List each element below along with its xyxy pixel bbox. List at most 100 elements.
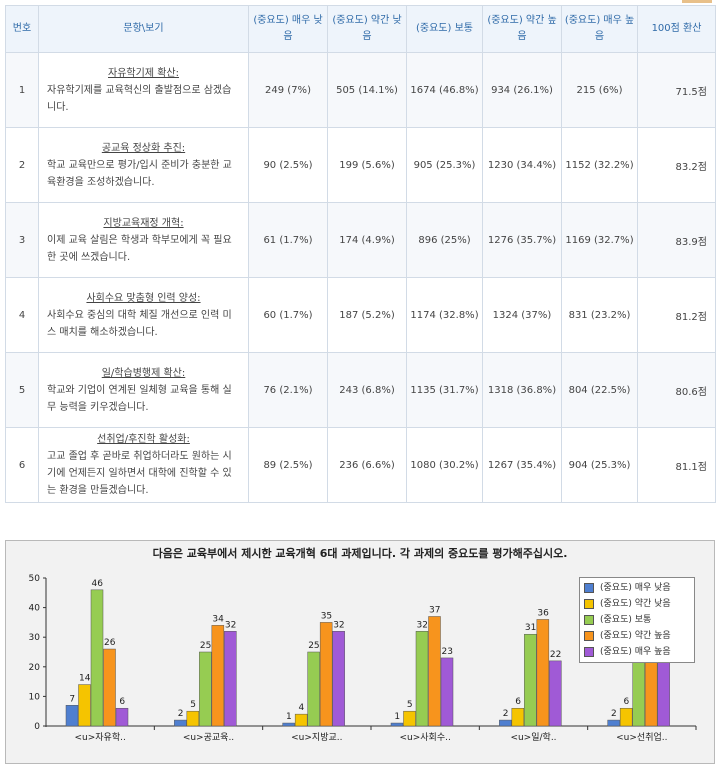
cell-high: 1318 (36.8%): [482, 352, 562, 428]
bar: [536, 619, 550, 727]
row-desc: 고교 졸업 후 곧바로 취업하더라도 원하는 시기에 언제든지 일하면서 대학에…: [47, 451, 232, 496]
data-label: 35: [321, 611, 332, 621]
data-label: 4: [299, 703, 305, 713]
table-row: 5 일/학습병행제 확산: 학교와 기업이 연계된 일체형 교육을 통해 실무 능…: [5, 352, 716, 428]
data-label: 37: [429, 605, 440, 615]
x-tick-label: <u>공교육..: [183, 732, 234, 743]
toolbar-icon[interactable]: [682, 0, 712, 3]
row-item: 일/학습병행제 확산: 학교와 기업이 연계된 일체형 교육을 통해 실무 능력을…: [38, 352, 249, 428]
legend-swatch: [584, 598, 594, 609]
data-label: 7: [69, 694, 75, 704]
bar: [415, 631, 429, 727]
x-tick-label: <u>일/학..: [510, 732, 556, 743]
bar: [511, 707, 525, 727]
bar-chart: 0102030405071446266<u>자유학..25253432<u>공교…: [29, 574, 697, 743]
legend-label: (중요도) 매우 높음: [600, 647, 671, 657]
y-tick-label: 30: [29, 633, 41, 643]
row-number: 6: [5, 427, 39, 503]
data-label: 5: [407, 700, 413, 710]
cell-very-low: 76 (2.1%): [248, 352, 328, 428]
cell-normal: 1674 (46.8%): [406, 52, 483, 128]
table-row: 1 자유학기제 확산: 자유학기제를 교육혁신의 출발점으로 삼겠습니다. 249…: [5, 52, 716, 128]
cell-high: 1267 (35.4%): [482, 427, 562, 503]
cell-very-high: 215 (6%): [561, 52, 638, 128]
header-high: (중요도) 약간 높음: [482, 5, 562, 53]
data-label: 31: [525, 623, 536, 633]
row-title[interactable]: 공교육 정상화 추진:: [101, 142, 186, 154]
row-title[interactable]: 선취업/후진학 활성화:: [97, 434, 190, 445]
bar: [390, 722, 404, 727]
data-label: 2: [611, 709, 617, 719]
bar: [319, 622, 333, 727]
cell-score: 81.1점: [637, 427, 716, 503]
chart-panel: 다음은 교육부에서 제시한 교육개혁 6대 과제입니다. 각 과제의 중요도를 …: [5, 540, 715, 764]
header-score: 100점 환산: [637, 5, 716, 53]
chart-legend: (중요도) 매우 낮음 (중요도) 약간 낮음 (중요도) 보통 (중요도) 약간 높…: [579, 577, 695, 663]
y-tick-label: 40: [29, 604, 41, 614]
cell-score: 80.6점: [637, 352, 716, 428]
data-label: 2: [178, 709, 184, 719]
data-label: 22: [550, 650, 561, 660]
bar: [211, 625, 225, 727]
data-label: 23: [442, 647, 453, 657]
data-label: 5: [190, 700, 196, 710]
table-header-row: 번호 문항\보기 (중요도) 매우 낮음 (중요도) 약간 낮음 (중요도) 보…: [5, 5, 716, 53]
row-title[interactable]: 지방교육재정 개혁:: [103, 217, 184, 229]
data-label: 6: [624, 697, 630, 707]
chart-title: 다음은 교육부에서 제시한 교육개혁 6대 과제입니다. 각 과제의 중요도를 …: [152, 547, 568, 560]
bar: [657, 651, 670, 727]
row-number: 3: [5, 202, 39, 278]
header-normal: (중요도) 보통: [406, 5, 483, 53]
bar: [499, 719, 512, 727]
y-tick-label: 0: [34, 722, 40, 732]
row-title[interactable]: 자유학기제 확산:: [108, 67, 179, 79]
legend-label: (중요도) 보통: [600, 615, 652, 625]
data-label: 26: [104, 638, 116, 648]
data-label: 32: [225, 620, 236, 630]
header-item: 문항\보기: [38, 5, 249, 53]
top-strip: [0, 0, 720, 5]
cell-score: 83.9점: [637, 202, 716, 278]
data-label: 25: [308, 641, 319, 651]
bar: [524, 633, 537, 727]
cell-low: 199 (5.6%): [327, 127, 407, 203]
bar: [78, 684, 91, 727]
bar: [282, 722, 295, 727]
cell-low: 243 (6.8%): [327, 352, 407, 428]
legend-item: (중요도) 매우 높음: [584, 644, 690, 660]
bar: [294, 713, 308, 727]
cell-normal: 905 (25.3%): [406, 127, 483, 203]
table-row: 2 공교육 정상화 추진: 학교 교육만으로 평가/입시 준비가 충분한 교육환경…: [5, 127, 716, 203]
row-desc: 이제 교육 살림은 학생과 학부모에게 꼭 필요한 곳에 쓰겠습니다.: [47, 234, 232, 263]
data-label: 6: [119, 697, 125, 707]
cell-high: 934 (26.1%): [482, 52, 562, 128]
data-label: 2: [503, 709, 509, 719]
row-title[interactable]: 사회수요 맞춤형 인력 양성:: [86, 292, 201, 304]
bar: [619, 707, 633, 727]
row-desc: 사회수요 중심의 대학 체질 개선으로 인력 미스 매치를 해소하겠습니다.: [47, 309, 232, 338]
cell-very-high: 1152 (32.2%): [561, 127, 638, 203]
data-label: 1: [394, 712, 400, 722]
legend-item: (중요도) 약간 높음: [584, 628, 690, 644]
row-item: 지방교육재정 개혁: 이제 교육 살림은 학생과 학부모에게 꼭 필요한 곳에 쓰…: [38, 202, 249, 278]
data-label: 14: [79, 674, 91, 684]
x-tick-label: <u>지방교..: [291, 732, 342, 743]
bar: [403, 710, 416, 727]
bar: [332, 631, 345, 727]
data-label: 34: [212, 614, 224, 624]
y-tick-label: 50: [29, 574, 41, 584]
bar: [440, 657, 454, 727]
bar: [199, 651, 212, 727]
row-number: 2: [5, 127, 39, 203]
y-tick-label: 10: [29, 692, 41, 702]
row-item: 선취업/후진학 활성화: 고교 졸업 후 곧바로 취업하더라도 원하는 시기에 언…: [38, 427, 249, 503]
cell-very-high: 1169 (32.7%): [561, 202, 638, 278]
cell-very-high: 904 (25.3%): [561, 427, 638, 503]
cell-high: 1276 (35.7%): [482, 202, 562, 278]
cell-normal: 1135 (31.7%): [406, 352, 483, 428]
row-title[interactable]: 일/학습병행제 확산:: [101, 367, 186, 379]
bar: [174, 719, 187, 727]
data-label: 32: [333, 620, 344, 630]
data-label: 6: [515, 697, 521, 707]
legend-label: (중요도) 약간 낮음: [600, 599, 671, 609]
